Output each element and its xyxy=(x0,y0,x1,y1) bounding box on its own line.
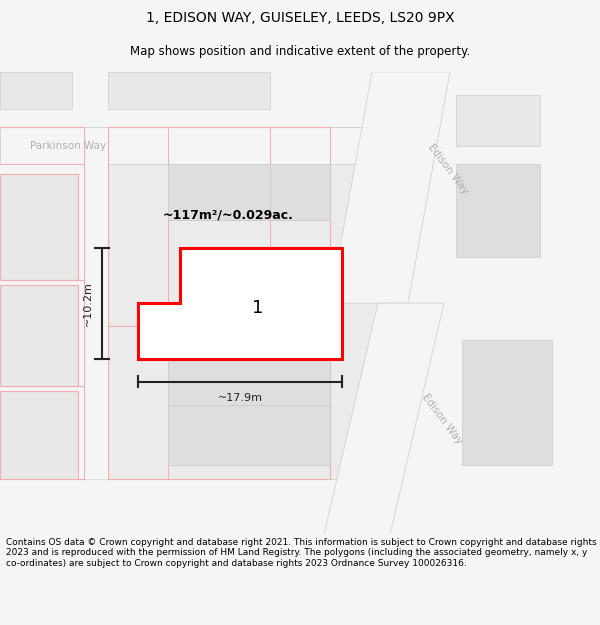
Text: Contains OS data © Crown copyright and database right 2021. This information is : Contains OS data © Crown copyright and d… xyxy=(6,538,596,568)
Polygon shape xyxy=(330,72,450,303)
Text: Parkinson Way: Parkinson Way xyxy=(30,141,106,151)
Text: Edison Way: Edison Way xyxy=(420,392,464,446)
Text: ~10.2m: ~10.2m xyxy=(83,281,93,326)
Polygon shape xyxy=(168,326,330,405)
Text: Edison Way: Edison Way xyxy=(426,142,470,196)
Polygon shape xyxy=(84,127,108,479)
Polygon shape xyxy=(138,248,342,359)
Polygon shape xyxy=(108,72,270,109)
Polygon shape xyxy=(0,284,78,386)
Text: 1: 1 xyxy=(253,299,263,317)
Polygon shape xyxy=(0,174,78,280)
Text: Map shows position and indicative extent of the property.: Map shows position and indicative extent… xyxy=(130,45,470,58)
Polygon shape xyxy=(168,405,330,465)
Polygon shape xyxy=(462,340,552,465)
Polygon shape xyxy=(0,391,78,479)
Text: ~117m²/~0.029ac.: ~117m²/~0.029ac. xyxy=(163,209,293,222)
Polygon shape xyxy=(456,164,540,257)
Polygon shape xyxy=(108,127,390,479)
Polygon shape xyxy=(0,72,72,109)
Polygon shape xyxy=(0,127,390,164)
Text: ~17.9m: ~17.9m xyxy=(218,393,263,403)
Text: 1, EDISON WAY, GUISELEY, LEEDS, LS20 9PX: 1, EDISON WAY, GUISELEY, LEEDS, LS20 9PX xyxy=(146,11,454,26)
Polygon shape xyxy=(324,303,444,534)
Polygon shape xyxy=(168,164,270,220)
Polygon shape xyxy=(456,95,540,146)
Polygon shape xyxy=(270,164,330,220)
